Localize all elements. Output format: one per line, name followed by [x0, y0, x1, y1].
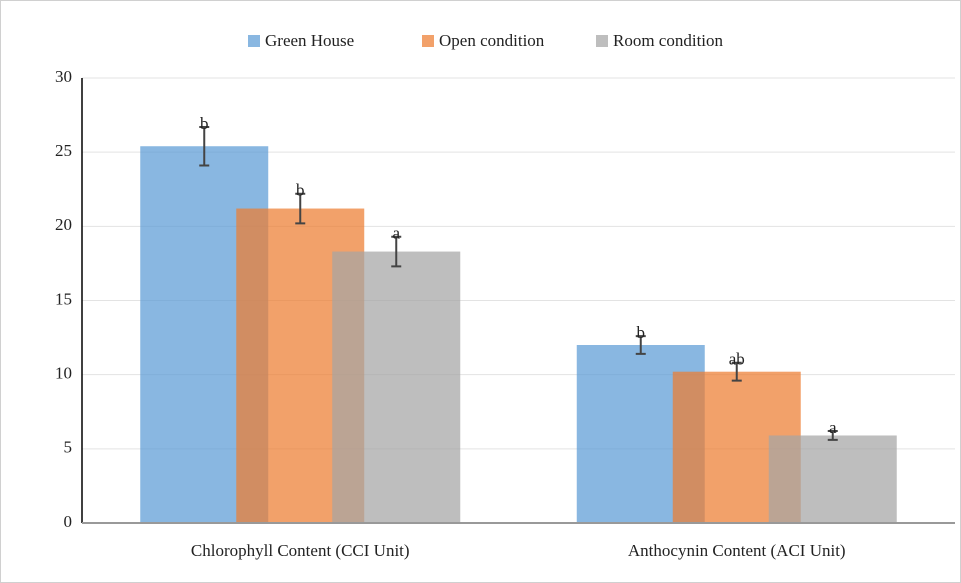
- error-bar: [635, 335, 646, 355]
- error-bar: [731, 361, 742, 382]
- bar: [332, 251, 461, 524]
- significance-letter: b: [637, 323, 646, 342]
- significance-letter: a: [392, 224, 400, 243]
- error-bar: [827, 430, 838, 441]
- bar: [768, 435, 897, 523]
- x-tick-label: Anthocynin Content (ACI Unit): [628, 541, 846, 560]
- y-tick-label: 15: [55, 289, 72, 308]
- y-tick-label: 0: [64, 512, 73, 531]
- error-bar: [295, 192, 306, 225]
- error-bar: [391, 235, 402, 268]
- y-tick-label: 5: [64, 438, 73, 457]
- y-tick-label: 25: [55, 141, 72, 160]
- error-bar: [199, 125, 210, 167]
- x-tick-label: Chlorophyll Content (CCI Unit): [191, 541, 410, 560]
- legend-swatch: [596, 35, 608, 47]
- legend-swatch: [248, 35, 260, 47]
- legend-swatch: [422, 35, 434, 47]
- significance-letter: b: [200, 114, 209, 133]
- legend-label: Open condition: [439, 31, 545, 50]
- y-tick-label: 20: [55, 215, 72, 234]
- significance-letter: ab: [729, 350, 745, 369]
- y-tick-label: 30: [55, 67, 72, 86]
- legend-label: Room condition: [613, 31, 724, 50]
- legend-label: Green House: [265, 31, 354, 50]
- y-tick-label: 10: [55, 364, 72, 383]
- significance-letter: a: [829, 418, 837, 437]
- significance-letter: b: [296, 181, 305, 200]
